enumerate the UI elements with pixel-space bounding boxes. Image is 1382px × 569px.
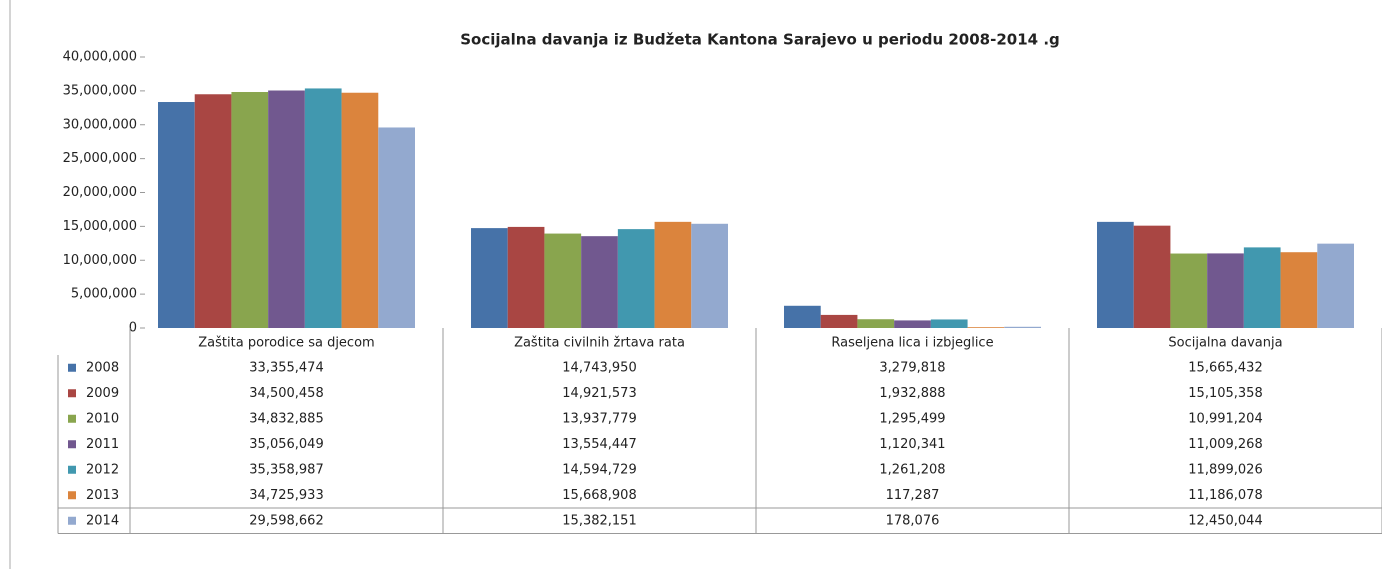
bar	[471, 228, 508, 328]
bar	[894, 320, 931, 328]
table-cell: 15,382,151	[562, 513, 636, 528]
x-tick-label: Socijalna davanja	[1168, 336, 1282, 351]
y-tick-label: 40,000,000	[63, 50, 137, 65]
bar	[1170, 253, 1208, 328]
table-cell: 1,120,341	[879, 437, 945, 452]
legend-key	[68, 491, 76, 500]
chart-title: Socijalna davanja iz Budžeta Kantona Sar…	[460, 31, 1060, 49]
bar	[194, 94, 232, 328]
y-tick-label: 15,000,000	[63, 219, 137, 234]
y-tick-label: 20,000,000	[63, 185, 137, 200]
bar	[654, 221, 692, 328]
bar	[691, 223, 728, 328]
table-cell: 29,598,662	[249, 513, 323, 528]
table-cell: 15,665,432	[1188, 360, 1262, 375]
bar	[1207, 253, 1244, 328]
legend-key	[68, 516, 76, 525]
legend-key	[68, 414, 76, 423]
bar	[1004, 326, 1041, 328]
table-cell: 35,358,987	[249, 462, 323, 477]
bar	[304, 88, 342, 328]
bar	[967, 327, 1005, 328]
legend-key	[68, 465, 76, 474]
legend-label: 2009	[86, 386, 119, 401]
table-cell: 34,500,458	[249, 386, 323, 401]
table-cell: 11,009,268	[1188, 437, 1262, 452]
bar	[1317, 243, 1354, 328]
y-tick-label: 25,000,000	[63, 151, 137, 166]
table-cell: 14,594,729	[562, 462, 636, 477]
table-cell: 3,279,818	[879, 360, 945, 375]
bar	[820, 314, 858, 328]
table-cell: 34,832,885	[249, 411, 323, 426]
table-cell: 11,899,026	[1188, 462, 1262, 477]
legend-label: 2008	[86, 360, 119, 375]
legend-label: 2010	[86, 411, 119, 426]
table-cell: 11,186,078	[1188, 488, 1262, 503]
legend-key	[68, 440, 76, 449]
legend-key	[68, 363, 76, 372]
table-cell: 1,932,888	[879, 386, 945, 401]
table-cell: 33,355,474	[249, 360, 323, 375]
y-tick-label: 30,000,000	[63, 117, 137, 132]
legend-label: 2013	[86, 488, 119, 503]
bar	[544, 233, 582, 328]
x-tick-label: Zaštita porodice sa djecom	[198, 336, 374, 351]
table-cell: 34,725,933	[249, 488, 323, 503]
bar	[507, 226, 545, 328]
bar	[231, 92, 269, 328]
table-cell: 14,743,950	[562, 360, 636, 375]
bar	[930, 319, 968, 328]
bar	[158, 102, 195, 328]
legend-key	[68, 389, 76, 398]
legend-label: 2014	[86, 513, 119, 528]
y-tick-label: 10,000,000	[63, 253, 137, 268]
table-cell: 35,056,049	[249, 437, 323, 452]
bar	[1097, 221, 1134, 328]
table-cell: 1,261,208	[879, 462, 945, 477]
table-cell: 178,076	[886, 513, 940, 528]
table-cell: 14,921,573	[562, 386, 636, 401]
table-cell: 117,287	[886, 488, 940, 503]
bar	[341, 92, 379, 328]
bar	[1243, 247, 1281, 328]
bar	[617, 229, 655, 328]
bar	[857, 319, 895, 328]
bar	[1133, 225, 1171, 328]
bar	[581, 236, 618, 328]
table-cell: 15,105,358	[1188, 386, 1262, 401]
bar	[268, 90, 305, 328]
legend-label: 2012	[86, 462, 119, 477]
table-cell: 13,937,779	[562, 411, 636, 426]
bar	[378, 127, 415, 329]
y-tick-label: 5,000,000	[71, 287, 137, 302]
x-tick-label: Zaštita civilnih žrtava rata	[514, 336, 685, 351]
table-cell: 15,668,908	[562, 488, 636, 503]
table-cell: 1,295,499	[879, 411, 945, 426]
table-cell: 13,554,447	[562, 437, 636, 452]
bar	[784, 305, 821, 328]
y-tick-label: 35,000,000	[63, 83, 137, 98]
y-tick-label: 0	[129, 321, 137, 336]
legend-label: 2011	[86, 437, 119, 452]
x-tick-label: Raseljena lica i izbjeglice	[831, 336, 993, 351]
bar	[1280, 252, 1318, 328]
table-cell: 12,450,044	[1188, 513, 1262, 528]
table-cell: 10,991,204	[1188, 411, 1262, 426]
